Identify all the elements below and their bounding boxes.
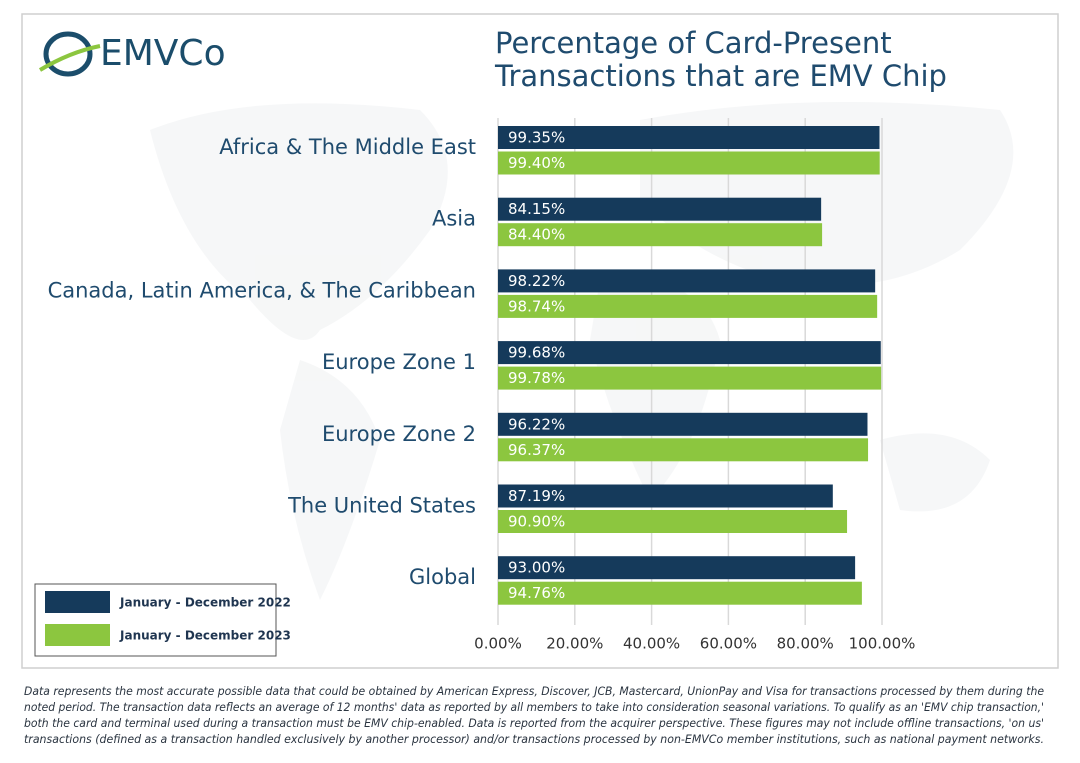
bar (498, 484, 833, 508)
x-tick-label: 80.00% (777, 635, 834, 653)
bar (498, 223, 823, 247)
value-label: 90.90% (508, 513, 565, 531)
category-label: Africa & The Middle East (219, 135, 476, 159)
legend-label: January - December 2023 (119, 629, 291, 643)
category-label: Global (409, 565, 476, 589)
value-label: 84.40% (508, 226, 565, 244)
value-label: 96.22% (508, 415, 565, 433)
bar (498, 556, 856, 580)
value-label: 93.00% (508, 559, 565, 577)
category-label: Canada, Latin America, & The Caribbean (48, 278, 476, 302)
footnote: both the card and terminal used during a… (24, 717, 1044, 730)
footnote: transactions (defined as a transaction h… (24, 733, 1044, 746)
value-label: 96.37% (508, 441, 565, 459)
legend-label: January - December 2022 (119, 596, 291, 610)
logo-text: EMVCo (100, 33, 226, 74)
bar (498, 151, 880, 175)
value-label: 99.35% (508, 129, 565, 147)
value-label: 84.15% (508, 200, 565, 218)
category-label: Europe Zone 2 (322, 422, 476, 446)
footnote: noted period. The transaction data refle… (24, 701, 1044, 714)
legend-swatch (45, 591, 110, 613)
bar (498, 412, 868, 436)
value-label: 99.78% (508, 369, 565, 387)
x-tick-label: 0.00% (474, 635, 522, 653)
bar (498, 366, 882, 390)
bar (498, 126, 880, 149)
logo-mark (38, 31, 101, 77)
x-tick-label: 100.00% (849, 635, 916, 653)
bar (498, 294, 878, 318)
value-label: 99.68% (508, 344, 565, 362)
bar (498, 581, 862, 605)
chart-title: Transactions that are EMV Chip (494, 59, 947, 93)
x-tick-label: 20.00% (546, 635, 603, 653)
value-label: 94.76% (508, 584, 565, 602)
bar (498, 510, 848, 533)
bar (498, 197, 822, 221)
value-label: 99.40% (508, 154, 565, 172)
bar (498, 341, 881, 365)
x-tick-label: 40.00% (623, 635, 680, 653)
footnote: Data represents the most accurate possib… (24, 685, 1044, 698)
category-label: The United States (287, 494, 476, 518)
value-label: 98.22% (508, 272, 565, 290)
bar (498, 438, 869, 462)
category-label: Asia (432, 207, 476, 231)
legend-swatch (45, 624, 110, 646)
chart-title: Percentage of Card-Present (495, 26, 892, 60)
bar (498, 269, 876, 293)
category-label: Europe Zone 1 (322, 350, 476, 374)
x-tick-label: 60.00% (700, 635, 757, 653)
value-label: 98.74% (508, 297, 565, 315)
value-label: 87.19% (508, 487, 565, 505)
